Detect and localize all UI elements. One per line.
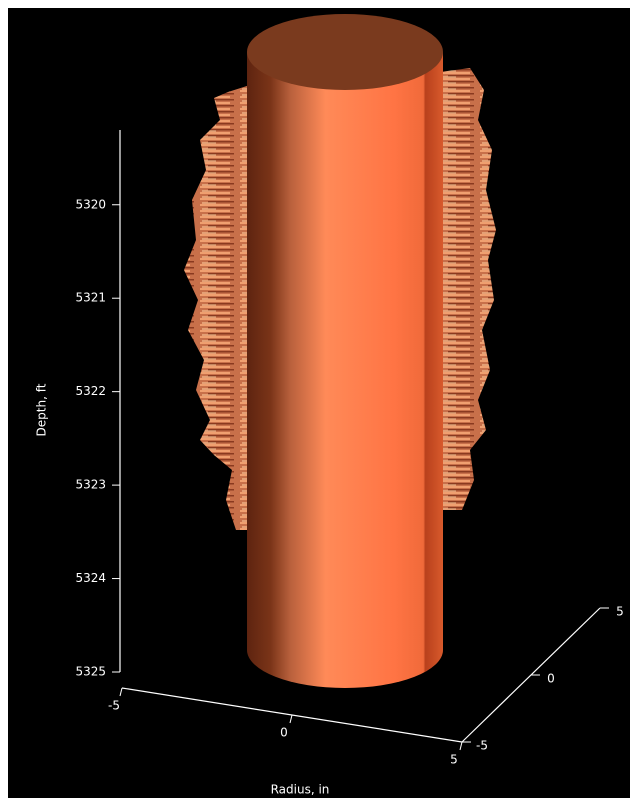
y-axis-title: Depth, ft bbox=[35, 383, 49, 436]
z-tick-label: -5 bbox=[476, 739, 488, 753]
chart: Depth, ft Radius, in 5320 5321 5322 5323 532… bbox=[0, 0, 637, 806]
x-tick-label: 5 bbox=[450, 753, 458, 767]
y-tick-label: 5321 bbox=[75, 291, 106, 305]
z-tick-label: 0 bbox=[547, 672, 555, 686]
x-tick-label: 0 bbox=[280, 726, 288, 740]
x-tick-label: -5 bbox=[108, 699, 120, 713]
y-tick-label: 5325 bbox=[75, 665, 106, 679]
z-tick-label: 5 bbox=[616, 605, 624, 619]
borehole-cylinder bbox=[247, 52, 443, 650]
y-tick-label: 5322 bbox=[75, 384, 106, 398]
y-tick-label: 5324 bbox=[75, 571, 106, 585]
y-tick-label: 5323 bbox=[75, 478, 106, 492]
x-axis-title: Radius, in bbox=[271, 783, 330, 797]
cylinder-bottom bbox=[247, 612, 443, 688]
y-tick-label: 5320 bbox=[75, 197, 106, 211]
cylinder-top bbox=[247, 14, 443, 90]
